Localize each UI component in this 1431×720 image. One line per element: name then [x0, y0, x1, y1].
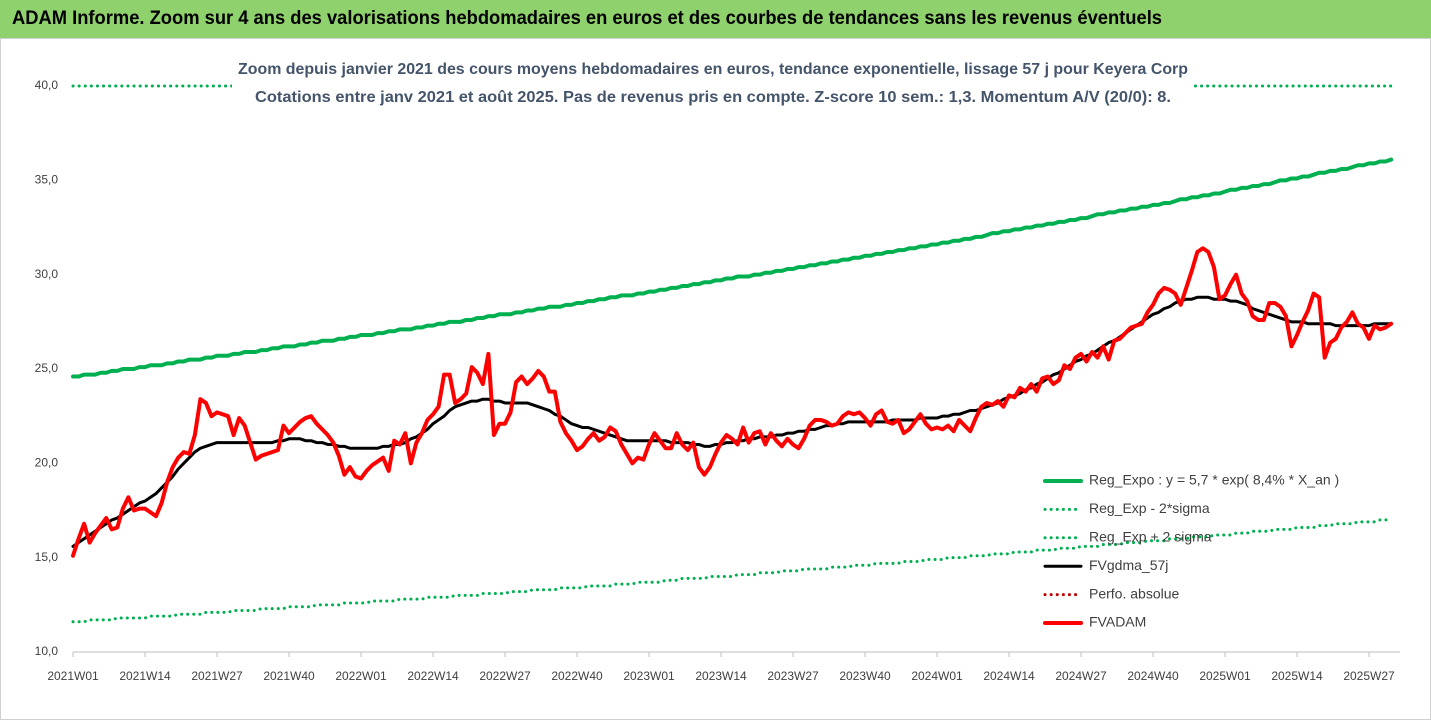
title-box [232, 55, 1194, 113]
x-tick-label: 2021W27 [191, 669, 243, 683]
x-tick-label: 2022W40 [551, 669, 603, 683]
banner-title: ADAM Informe. Zoom sur 4 ans des valoris… [12, 8, 1162, 29]
legend: Reg_Expo : y = 5,7 * exp( 8,4% * X_an ) R… [1043, 472, 1339, 630]
x-tick-label: 2024W14 [983, 669, 1035, 683]
x-tick-label: 2022W14 [407, 669, 459, 683]
x-tick-label: 2025W27 [1343, 669, 1395, 683]
legend-label: Perfo. absolue [1089, 585, 1179, 601]
y-tick-label: 20,0 [35, 456, 59, 470]
y-tick-label: 10,0 [35, 644, 59, 658]
x-tick-label: 2023W27 [767, 669, 819, 683]
legend-label: Reg_Exp + 2 sigma [1089, 529, 1212, 545]
legend-label: Reg_Expo : y = 5,7 * exp( 8,4% * X_an ) [1089, 472, 1339, 488]
x-tick-label: 2023W40 [839, 669, 891, 683]
x-tick-label: 2021W14 [119, 669, 171, 683]
series-line [71, 295, 1393, 548]
legend-label: Reg_Exp - 2*sigma [1089, 500, 1210, 516]
x-tick-label: 2022W01 [335, 669, 387, 683]
chart-frame [0, 38, 1431, 720]
x-tick-label: 2021W40 [263, 669, 315, 683]
chart-subtitle: Cotations entre janv 2021 et août 2025. … [255, 89, 1171, 106]
banner [0, 0, 1431, 38]
x-tick-label: 2023W14 [695, 669, 747, 683]
chart-title: Zoom depuis janvier 2021 des cours moyen… [238, 61, 1188, 78]
y-tick-label: 40,0 [35, 78, 59, 92]
legend-label: FVADAM [1089, 614, 1146, 630]
x-tick-label: 2024W27 [1055, 669, 1107, 683]
x-tick-label: 2025W01 [1199, 669, 1251, 683]
x-tick-label: 2025W14 [1271, 669, 1323, 683]
x-tick-label: 2022W27 [479, 669, 531, 683]
y-tick-label: 35,0 [35, 173, 59, 187]
x-tick-label: 2024W40 [1127, 669, 1179, 683]
series-line [71, 157, 1394, 379]
x-tick-label: 2021W01 [47, 669, 99, 683]
y-tick-label: 30,0 [35, 267, 59, 281]
y-tick-label: 15,0 [35, 550, 59, 564]
series-line [71, 246, 1394, 558]
legend-label: FVgdma_57j [1089, 557, 1168, 573]
x-tick-label: 2024W01 [911, 669, 963, 683]
y-tick-label: 25,0 [35, 361, 59, 375]
x-tick-label: 2023W01 [623, 669, 675, 683]
